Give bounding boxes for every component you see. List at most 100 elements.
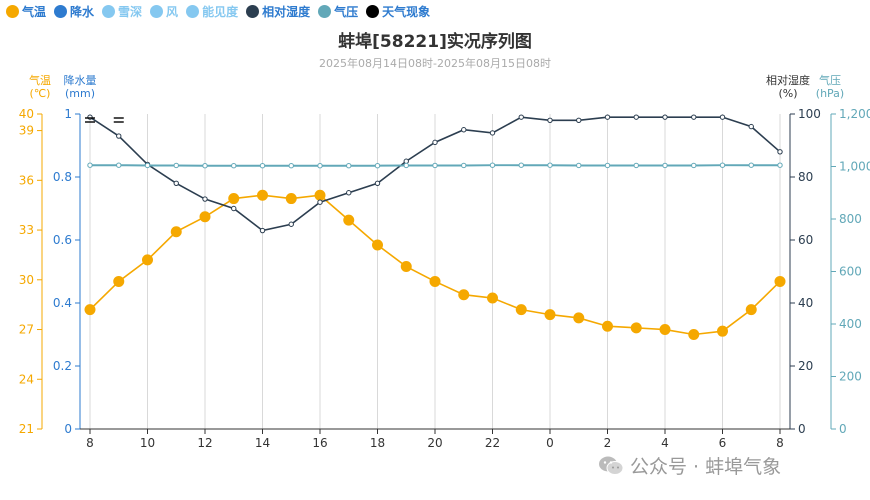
- x-tick-label: 18: [370, 436, 385, 450]
- series-point: [116, 162, 122, 168]
- series-point: [288, 163, 294, 169]
- temp-tick-label: 27: [19, 323, 34, 337]
- series-point: [717, 325, 728, 337]
- temp-tick-label: 24: [19, 372, 34, 386]
- temp-axis-name: 气温 (℃): [29, 74, 51, 100]
- x-tick-label: 8: [776, 436, 784, 450]
- series-point: [748, 123, 754, 130]
- legend-item[interactable]: 能见度: [186, 3, 238, 20]
- series-point: [745, 304, 757, 316]
- series-point: [662, 162, 668, 169]
- series-point: [604, 114, 611, 120]
- x-tick-label: 20: [427, 436, 442, 450]
- series-point: [691, 162, 697, 169]
- series-point: [372, 239, 383, 251]
- precip-tick-label: 0.2: [53, 359, 72, 373]
- series-point: [343, 214, 355, 226]
- series-point: [489, 162, 496, 168]
- chart-subtitle: 2025年08月14日08时-2025年08月15日08时: [319, 57, 551, 70]
- series-point: [576, 162, 582, 169]
- precip-tick-label: 0.8: [53, 170, 72, 184]
- wechat-icon: [599, 456, 624, 475]
- x-tick-label: 8: [86, 436, 94, 450]
- pressure-axis-name: 气压 (hPa): [815, 74, 845, 100]
- legend-dot-icon: [150, 5, 164, 18]
- series-point: [346, 190, 352, 196]
- series-point: [518, 162, 524, 168]
- legend-label: 降水: [70, 5, 95, 19]
- series-point: [314, 189, 326, 201]
- series-point: [547, 162, 553, 168]
- series-point: [288, 221, 294, 227]
- legend-label: 天气现象: [382, 5, 431, 19]
- humidity-axis-name: 相对湿度 (%): [766, 74, 810, 100]
- series-point: [317, 199, 323, 205]
- x-tick-label: 10: [140, 436, 155, 450]
- x-tick-label: 16: [312, 436, 327, 450]
- series-point: [777, 162, 783, 168]
- series-point: [231, 163, 237, 169]
- series-point: [659, 324, 671, 336]
- pressure-tick-label: 1,200: [839, 107, 870, 121]
- legend-item[interactable]: 降水: [54, 3, 94, 20]
- series-point: [285, 193, 297, 205]
- series-point: [633, 162, 639, 169]
- legend-dot-icon: [186, 5, 200, 18]
- series-point: [374, 180, 381, 187]
- series-point: [719, 162, 726, 168]
- series-point: [144, 162, 151, 169]
- series-point: [113, 275, 125, 287]
- legend-dot-icon: [6, 5, 19, 18]
- series-point: [515, 304, 527, 316]
- series-point: [602, 320, 613, 332]
- series-point: [173, 162, 179, 169]
- legend-item[interactable]: 天气现象: [366, 3, 430, 20]
- series-point: [777, 149, 783, 155]
- series-point: [544, 309, 556, 321]
- series-point: [231, 205, 237, 212]
- series-point: [317, 163, 323, 169]
- humidity-tick-label: 0: [798, 422, 806, 436]
- series-point: [573, 312, 585, 324]
- temp-tick-label: 40: [19, 107, 34, 121]
- series-point: [662, 114, 668, 120]
- legend-label: 相对湿度: [262, 5, 311, 19]
- series-point: [432, 162, 438, 169]
- x-tick-label: 6: [719, 436, 727, 450]
- series-point: [87, 162, 93, 168]
- legend-dot-icon: [246, 5, 260, 18]
- legend-item[interactable]: 气温: [6, 3, 46, 20]
- series-point: [487, 292, 498, 304]
- series-point: [403, 162, 409, 169]
- legend-dot-icon: [54, 5, 68, 18]
- series-point: [461, 127, 467, 133]
- legend-dot-icon: [366, 5, 380, 18]
- legend-item[interactable]: 风: [150, 3, 178, 20]
- series-point: [374, 163, 381, 169]
- series-point: [257, 189, 268, 201]
- series-point: [518, 114, 524, 120]
- temp-tick-label: 21: [19, 422, 34, 436]
- pressure-tick-label: 0: [839, 422, 847, 436]
- legend-item[interactable]: 相对湿度: [246, 3, 310, 20]
- series-point: [576, 117, 582, 124]
- precip-tick-label: 0: [64, 422, 72, 436]
- legend-item[interactable]: 气压: [318, 3, 358, 20]
- watermark-text: 公众号 · 蚌埠气象: [630, 456, 782, 478]
- x-tick-label: 0: [546, 436, 554, 450]
- series-point: [688, 329, 700, 340]
- x-tick-label: 12: [197, 436, 212, 450]
- series-point: [748, 162, 754, 168]
- series-point: [461, 162, 467, 169]
- legend-label: 气温: [22, 5, 47, 19]
- series-point: [633, 114, 639, 120]
- series-point: [458, 289, 470, 301]
- watermark: 公众号 · 蚌埠气象: [598, 452, 781, 479]
- legend-item[interactable]: 雪深: [102, 3, 142, 20]
- series-point: [84, 304, 96, 316]
- legend-label: 能见度: [202, 5, 239, 19]
- x-tick-label: 2: [604, 436, 612, 450]
- series-point: [489, 130, 496, 136]
- temp-tick-label: 39: [19, 124, 34, 138]
